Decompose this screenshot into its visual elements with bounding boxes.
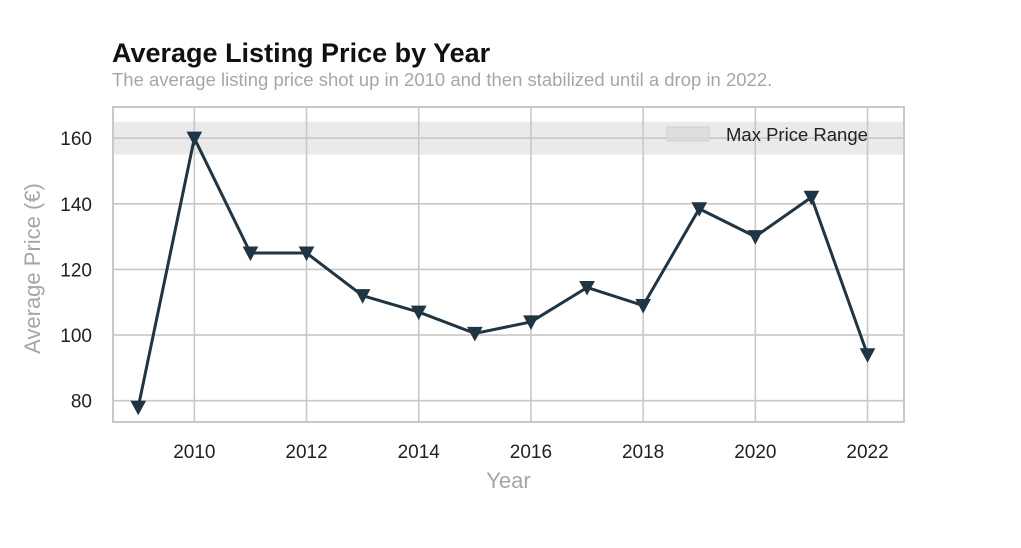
- y-tick-label: 160: [60, 129, 92, 150]
- data-point-marker: [298, 246, 315, 262]
- plot-area: [113, 107, 904, 422]
- x-tick-label: 2012: [285, 442, 327, 463]
- legend-swatch: [666, 126, 710, 142]
- chart-subtitle: The average listing price shot up in 201…: [112, 69, 773, 90]
- y-tick-label: 80: [71, 392, 92, 413]
- x-tick-label: 2018: [622, 442, 664, 463]
- x-tick-label: 2010: [173, 442, 215, 463]
- data-point-marker: [635, 299, 651, 314]
- x-axis-label: Year: [486, 468, 530, 493]
- x-tick-label: 2020: [734, 442, 776, 463]
- x-tick-label: 2016: [510, 442, 552, 463]
- y-tick-label: 120: [60, 260, 92, 281]
- x-tick-label: 2014: [398, 442, 441, 463]
- data-point-marker: [186, 131, 203, 147]
- gridlines: [113, 107, 904, 422]
- data-point-marker: [130, 400, 147, 416]
- data-point-marker: [523, 315, 539, 330]
- y-tick-label: 140: [60, 195, 92, 216]
- y-tick-labels: 80 100 120 140 160: [60, 129, 92, 413]
- data-point-marker: [410, 305, 427, 321]
- chart-title: Average Listing Price by Year: [112, 38, 491, 68]
- data-point-marker: [691, 202, 708, 217]
- series-line: [136, 136, 869, 408]
- x-tick-label: 2022: [846, 442, 888, 463]
- data-point-marker: [803, 190, 820, 206]
- plot-frame: [112, 106, 905, 423]
- y-tick-label: 100: [60, 326, 92, 347]
- data-point-marker: [859, 348, 876, 363]
- series-layer: [130, 131, 876, 416]
- data-point-marker: [747, 230, 764, 245]
- data-point-marker: [354, 289, 371, 304]
- legend: Max Price Range: [666, 124, 868, 145]
- data-point-marker: [579, 280, 595, 296]
- data-point-marker: [242, 246, 259, 262]
- x-tick-labels: 2010 2012 2014 2016 2018 2020 2022: [173, 442, 888, 463]
- y-axis-label: Average Price (€): [20, 183, 45, 354]
- legend-label: Max Price Range: [726, 124, 868, 145]
- data-point-marker: [467, 326, 483, 342]
